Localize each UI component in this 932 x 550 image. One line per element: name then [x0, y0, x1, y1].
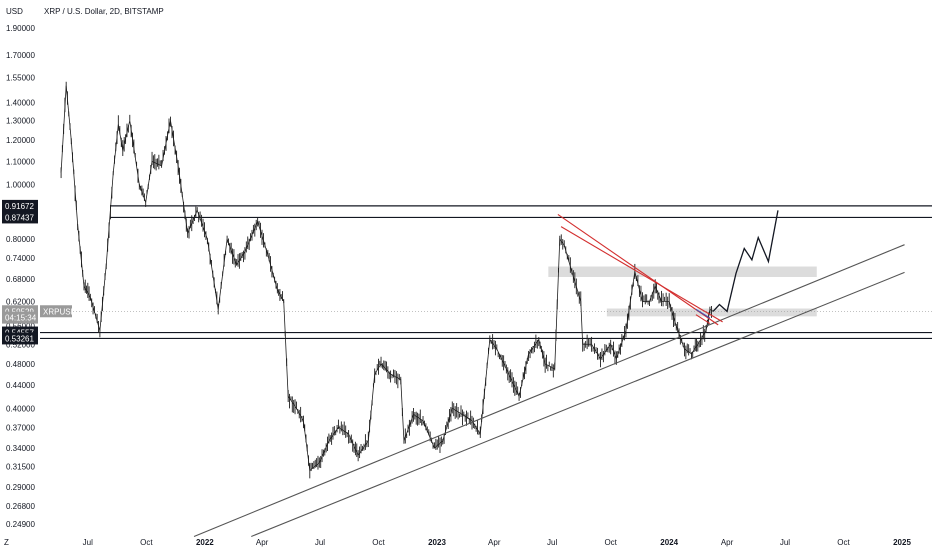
trendline [193, 244, 905, 537]
y-tick-label: 0.62000 [6, 297, 35, 306]
price-line [60, 85, 714, 472]
price-label: 0.87437 [5, 213, 34, 222]
x-tick-label: 2025 [893, 538, 911, 547]
resistance-zone [548, 266, 817, 278]
y-tick-label: 0.37000 [6, 423, 35, 432]
price-label: 0.91672 [5, 202, 34, 211]
trendline [557, 214, 719, 326]
x-tick-label: Oct [604, 538, 617, 547]
trendline [560, 226, 723, 323]
x-tick-label: Apr [256, 538, 269, 547]
y-tick-label: 1.00000 [6, 181, 35, 190]
y-tick-label: 0.24900 [6, 520, 35, 529]
price-label: 0.53261 [5, 334, 34, 343]
x-tick-label: Oct [837, 538, 850, 547]
y-tick-label: 1.30000 [6, 117, 35, 126]
x-tick-label: Jul [315, 538, 325, 547]
x-tick-label: Oct [140, 538, 153, 547]
x-tick-label: Apr [488, 538, 501, 547]
y-tick-label: 0.52000 [6, 340, 35, 349]
y-tick-label: 0.44000 [6, 381, 35, 390]
y-tick-label: 0.80000 [6, 235, 35, 244]
trendline [251, 271, 905, 537]
x-tick-label: Apr [721, 538, 734, 547]
x-tick-label: Jul [83, 538, 93, 547]
y-tick-label: 1.10000 [6, 157, 35, 166]
chart-title: XRP / U.S. Dollar, 2D, BITSTAMP [44, 7, 164, 16]
currency-label: USD [6, 7, 23, 16]
y-tick-label: 0.34000 [6, 444, 35, 453]
price-series [60, 81, 714, 479]
symbol-label: XRPUSD [43, 307, 77, 316]
y-tick-label: 0.48000 [6, 360, 35, 369]
x-tick-label: 2022 [196, 538, 214, 547]
y-tick-label: 0.29000 [6, 483, 35, 492]
time-zone-icon[interactable]: Z [4, 538, 9, 547]
y-tick-label: 0.68000 [6, 275, 35, 284]
drawings [193, 210, 905, 537]
x-tick-label: Jul [547, 538, 557, 547]
horizontal-levels [40, 205, 932, 340]
y-tick-label: 1.55000 [6, 74, 35, 83]
price-label-bg [2, 211, 38, 224]
y-tick-label: 0.31500 [6, 463, 35, 472]
y-tick-label: 1.90000 [6, 24, 35, 33]
trendline [695, 314, 711, 325]
price-label-bg [2, 332, 38, 345]
y-axis: 1.90000 1.70000 1.55000 1.40000 1.30000 1.200… [6, 24, 35, 529]
price-label-bg [2, 311, 38, 324]
y-tick-label: 0.74000 [6, 254, 35, 263]
x-tick-label: 2023 [428, 538, 446, 547]
projection-path [712, 210, 779, 313]
trendline [695, 308, 711, 319]
x-tick-label: 2024 [660, 538, 678, 547]
y-tick-label: 0.26800 [6, 502, 35, 511]
y-tick-label: 1.40000 [6, 99, 35, 108]
symbol-label-bg [40, 305, 72, 318]
price-label-bg [2, 199, 38, 212]
y-tick-label: 1.70000 [6, 51, 35, 60]
x-tick-label: Jul [780, 538, 790, 547]
price-labels: 0.916720.874370.5952904:15:340.545570.53… [2, 199, 77, 345]
y-tick-label: 0.40000 [6, 404, 35, 413]
y-tick-label: 1.20000 [6, 136, 35, 145]
zones [548, 266, 817, 317]
price-label: 04:15:34 [5, 314, 37, 323]
x-tick-label: Oct [372, 538, 385, 547]
x-axis: Jul Oct 2022 Apr Jul Oct 2023 Apr Jul Oct 2024 Apr J… [83, 538, 912, 547]
